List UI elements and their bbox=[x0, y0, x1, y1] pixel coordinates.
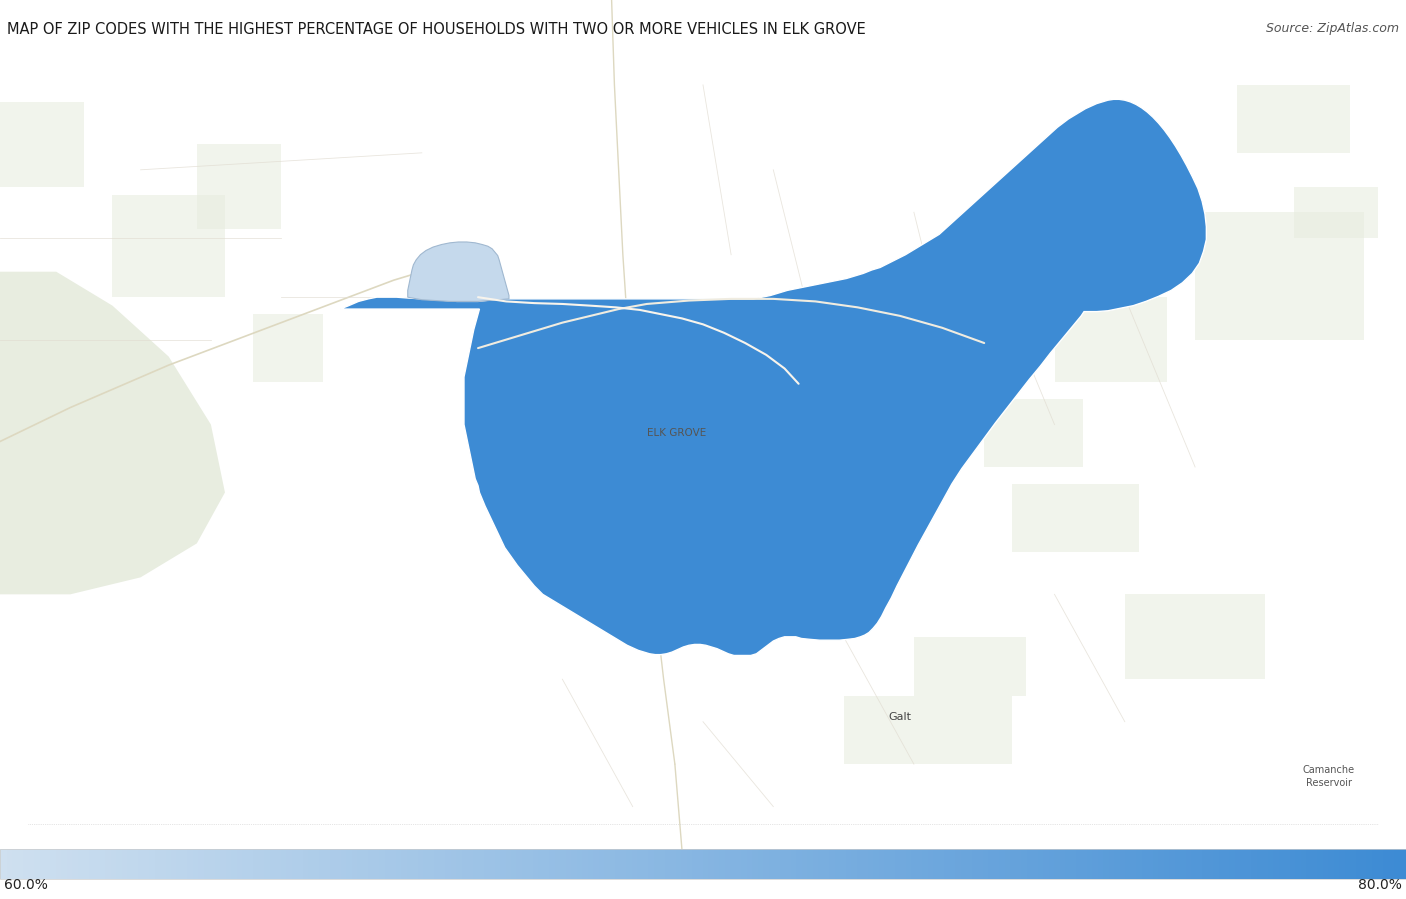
Text: ELK GROVE: ELK GROVE bbox=[647, 428, 706, 438]
Bar bbox=[1125, 594, 1265, 680]
Text: 60.0%: 60.0% bbox=[4, 877, 48, 892]
Text: 80.0%: 80.0% bbox=[1358, 877, 1402, 892]
Bar bbox=[1054, 298, 1167, 382]
Bar bbox=[112, 195, 225, 298]
Bar bbox=[0, 102, 84, 187]
Polygon shape bbox=[340, 100, 1206, 655]
Polygon shape bbox=[408, 242, 509, 301]
Polygon shape bbox=[0, 271, 225, 594]
Bar bbox=[914, 636, 1026, 696]
Bar bbox=[253, 314, 323, 382]
Bar bbox=[984, 399, 1083, 467]
Text: MAP OF ZIP CODES WITH THE HIGHEST PERCENTAGE OF HOUSEHOLDS WITH TWO OR MORE VEHI: MAP OF ZIP CODES WITH THE HIGHEST PERCEN… bbox=[7, 22, 866, 38]
Bar bbox=[197, 145, 281, 229]
Bar bbox=[844, 696, 1012, 764]
Text: Source: ZipAtlas.com: Source: ZipAtlas.com bbox=[1265, 22, 1399, 35]
Bar bbox=[1195, 212, 1364, 340]
Bar bbox=[1294, 187, 1378, 237]
Text: Camanche
Reservoir: Camanche Reservoir bbox=[1302, 765, 1355, 788]
Bar bbox=[1012, 484, 1139, 552]
Bar bbox=[0, 849, 1406, 879]
Bar bbox=[1237, 85, 1350, 153]
Text: Galt: Galt bbox=[889, 712, 911, 723]
